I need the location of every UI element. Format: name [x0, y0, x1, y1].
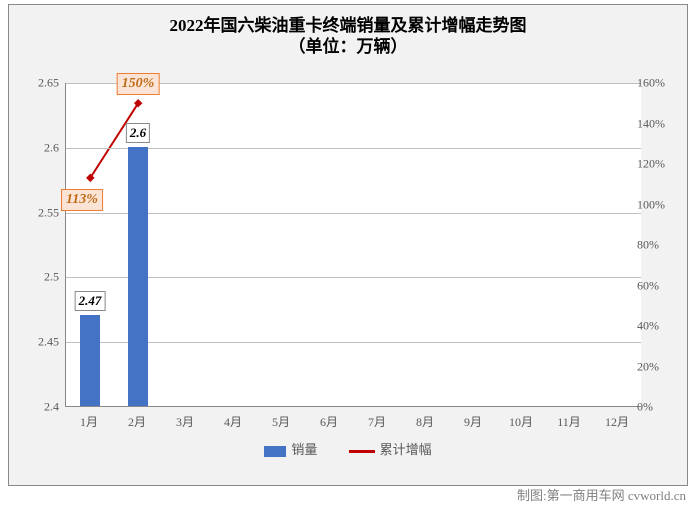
gridline-h: [66, 213, 641, 214]
xtick: 1月: [80, 413, 98, 430]
ytick-right: 40%: [637, 319, 687, 334]
xtick: 11月: [557, 413, 581, 430]
footer-credit: 制图:第一商用车网 cvworld.cn: [517, 485, 686, 504]
xtick: 5月: [272, 413, 290, 430]
legend-swatch-line: [349, 450, 375, 453]
legend-swatch-bar: [264, 446, 286, 457]
line-series-svg: [66, 83, 641, 406]
line-value-label: 113%: [61, 189, 103, 211]
bar-value-label: 2.6: [126, 123, 150, 143]
xtick: 12月: [605, 413, 629, 430]
xtick: 3月: [176, 413, 194, 430]
xtick: 9月: [464, 413, 482, 430]
ytick-left: 2.4: [9, 400, 59, 415]
chart-container: 2022年国六柴油重卡终端销量及累计增幅走势图 （单位：万辆） 2.47 2.6 1…: [8, 4, 688, 486]
xtick: 10月: [509, 413, 533, 430]
ytick-left: 2.5: [9, 270, 59, 285]
ytick-right: 20%: [637, 359, 687, 374]
chart-title: 2022年国六柴油重卡终端销量及累计增幅走势图 （单位：万辆）: [9, 5, 687, 58]
bar: [80, 315, 100, 406]
legend-label-bars: 销量: [291, 442, 317, 457]
title-line-2: （单位：万辆）: [289, 37, 408, 56]
xtick: 4月: [224, 413, 242, 430]
plot-area: 2.472.6113%150%: [65, 83, 641, 407]
xtick: 2月: [128, 413, 146, 430]
legend: 销量 累计增幅: [9, 439, 687, 458]
ytick-left: 2.55: [9, 205, 59, 220]
legend-label-line: 累计增幅: [380, 442, 432, 457]
ytick-right: 60%: [637, 278, 687, 293]
ytick-right: 140%: [637, 116, 687, 131]
ytick-left: 2.6: [9, 140, 59, 155]
legend-item-line: 累计增幅: [349, 439, 432, 458]
gridline-h: [66, 148, 641, 149]
ytick-right: 80%: [637, 238, 687, 253]
ytick-right: 160%: [637, 76, 687, 91]
title-line-1: 2022年国六柴油重卡终端销量及累计增幅走势图: [170, 16, 527, 35]
xtick: 6月: [320, 413, 338, 430]
ytick-left: 2.45: [9, 335, 59, 350]
legend-item-bars: 销量: [264, 439, 317, 458]
gridline-h: [66, 342, 641, 343]
ytick-left: 2.65: [9, 76, 59, 91]
bar: [128, 147, 148, 406]
line-value-label: 150%: [117, 73, 160, 95]
ytick-right: 120%: [637, 157, 687, 172]
bar-value-label: 2.47: [75, 291, 106, 311]
xtick: 8月: [416, 413, 434, 430]
xtick: 7月: [368, 413, 386, 430]
ytick-right: 0%: [637, 400, 687, 415]
gridline-h: [66, 277, 641, 278]
ytick-right: 100%: [637, 197, 687, 212]
